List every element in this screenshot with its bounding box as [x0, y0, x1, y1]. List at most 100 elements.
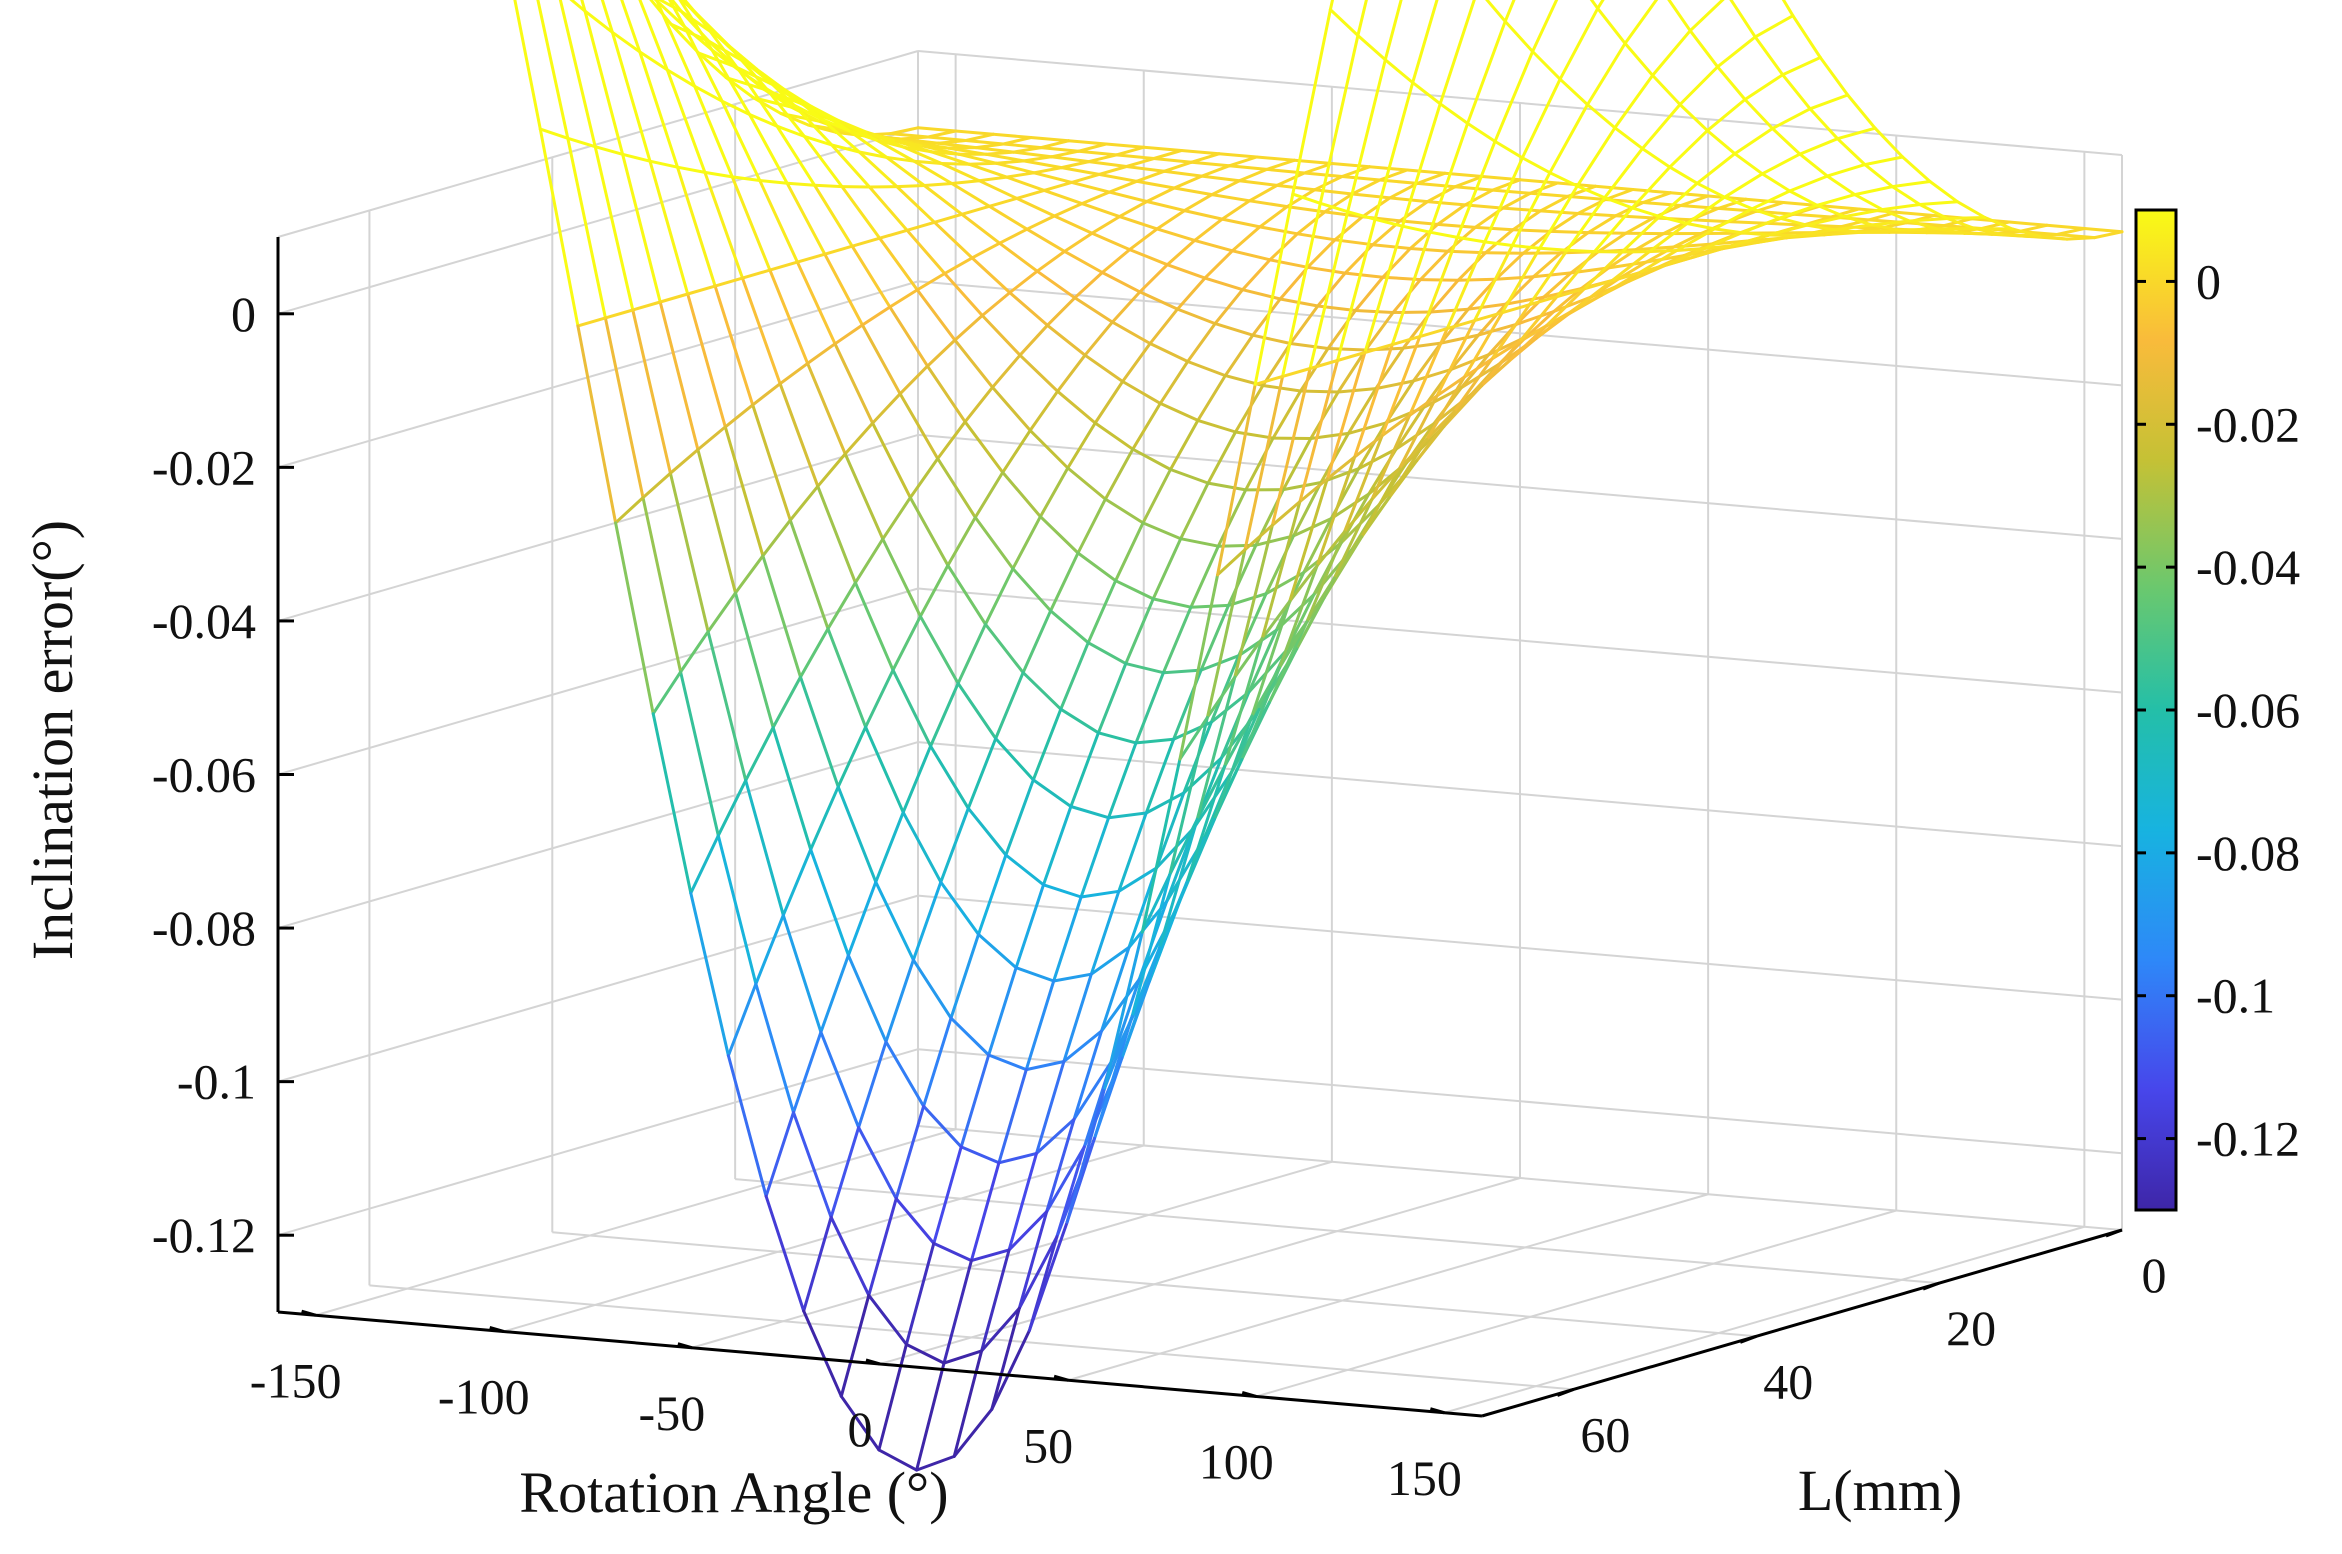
mesh-seg-a8-l10-h [943, 272, 984, 317]
mesh-seg-a18-l4-h [1484, 251, 1525, 255]
mesh-seg-a13-l13-v [1021, 609, 1053, 675]
mesh-seg-a19-l7-v [1411, 341, 1443, 383]
z-tick-label-2: -0.04 [152, 593, 256, 649]
mesh-seg-a8-l17-h [751, 403, 792, 522]
mesh-seg-a23-l21-h [1205, 548, 1247, 719]
mesh-seg-a14-l7-v [1223, 333, 1255, 378]
mesh-seg-a15-l19-v [932, 1145, 963, 1245]
mesh-seg-a10-l11-h [991, 385, 1032, 432]
mesh-seg-a13-l2-v [1323, 192, 1354, 214]
mesh-seg-a22-l22-h [1140, 757, 1182, 934]
mesh-seg-a19-l2-h [1576, 212, 1618, 218]
mesh-seg-a7-l9-h [933, 220, 974, 260]
mesh-seg-a11-l13-h [973, 515, 1015, 571]
mesh-seg-a9-l13-h [898, 392, 940, 461]
y-tick-mark-1 [1922, 1281, 1940, 1291]
mesh-seg-a4-l6-h [902, 145, 944, 165]
mesh-seg-a15-l9-v [1206, 430, 1237, 485]
mesh-seg-a5-l15-v [665, 68, 697, 88]
mesh-seg-a14-l12-v [1086, 579, 1118, 645]
mesh-seg-a26-l18-v [1373, 217, 1404, 228]
mesh-seg-a4-l8-h [847, 129, 889, 159]
mesh-seg-a17-l8-v [1309, 390, 1340, 440]
mesh-seg-a10-l17-v [799, 627, 830, 679]
mesh-seg-a8-l2-h [1162, 169, 1204, 178]
mesh-seg-a5-l9-h [857, 150, 899, 189]
mesh-seg-a24-l11-v [1490, 340, 1521, 361]
mesh-seg-a24-l2-h [1764, 221, 1806, 227]
mesh-seg-a15-l14-h [1096, 731, 1138, 745]
mesh-seg-a6-l4-h [1032, 171, 1074, 184]
mesh-seg-a9-l7-h [1063, 249, 1104, 274]
mesh-seg-a8-l14-h [833, 342, 875, 425]
mesh-seg-a22-l17-v [1250, 666, 1281, 718]
grid-backwall-z-4 [917, 741, 2123, 848]
mesh-seg-a25-l20-h [1308, 210, 1350, 370]
mesh-seg-a15-l15-v [1042, 805, 1073, 887]
mesh-seg-a16-l16-v [1052, 895, 1083, 983]
mesh-seg-a25-l7-h [1665, 247, 1706, 267]
mesh-seg-a27-l11-v [1603, 196, 1634, 210]
mesh-seg-a14-l19-v [894, 1104, 926, 1201]
mesh-seg-a28-l9-h [1723, 172, 1764, 199]
mesh-seg-a15-l19-h [959, 1145, 1001, 1165]
mesh-seg-a19-l7-h [1439, 333, 1480, 345]
mesh-seg-a28-l16-h [1531, 0, 1559, 53]
mesh-seg-a13-l1-v [1350, 178, 1382, 196]
mesh-seg-a7-l1-v [1125, 157, 1156, 168]
mesh-seg-a16-l8-h [1299, 389, 1340, 394]
mesh-seg-a6-l5-v [977, 175, 1009, 183]
mesh-seg-a8-l7-v [998, 227, 1029, 245]
mesh-seg-a28-l5-h [1832, 223, 1874, 232]
mesh-seg-a14-l5-h [1306, 265, 1347, 275]
mesh-seg-a13-l16-v [939, 806, 970, 884]
mesh-seg-a10-l18-h [799, 675, 840, 789]
mesh-seg-a13-l2-h [1350, 192, 1392, 200]
mesh-seg-a6-l7-h [950, 182, 991, 208]
mesh-seg-a28-l7-h [1778, 203, 1819, 220]
mesh-seg-a24-l15-v [1380, 413, 1412, 438]
mesh-seg-a9-l11-h [953, 338, 994, 389]
mesh-seg-a6-l11-h [840, 185, 882, 240]
mesh-seg-a14-l0-v [1415, 171, 1447, 185]
mesh-seg-a13-l21-h [829, 1215, 871, 1297]
mesh-seg-a0-l7-h [724, 76, 766, 91]
mesh-seg-a4-l0-v [1039, 139, 1070, 150]
mesh-seg-a17-l7-v [1336, 348, 1368, 394]
mesh-seg-a14-l12-h [1114, 579, 1155, 601]
mesh-seg-a8-l12-v [860, 305, 892, 327]
mesh-seg-a5-l1-v [1049, 149, 1081, 159]
mesh-seg-a7-l15-h [768, 268, 810, 365]
mesh-seg-a12-l20-h [819, 1030, 861, 1129]
mesh-seg-a28-l17-h [1503, 0, 1516, 23]
mesh-seg-a5-l0-h [1104, 142, 1146, 149]
mesh-seg-a4-l5-h [929, 150, 971, 166]
mesh-seg-a15-l12-h [1151, 597, 1193, 609]
mesh-seg-a17-l21-v [952, 1349, 984, 1458]
mesh-seg-a31-l10-v [1781, 73, 1812, 111]
mesh-seg-a25-l9-h [1610, 250, 1651, 283]
mesh-seg-a27-l13-h [1575, 126, 1617, 188]
mesh-seg-a20-l4-v [1531, 251, 1563, 279]
mesh-seg-a22-l16-v [1278, 620, 1309, 670]
mesh-seg-a9-l1-v [1200, 164, 1231, 178]
mesh-seg-a16-l4-h [1408, 247, 1450, 253]
mesh-seg-a3-l1-h [1001, 142, 1043, 150]
mesh-seg-a14-l20-v [867, 1197, 898, 1297]
mesh-seg-a5-l16-h [665, 68, 707, 174]
mesh-seg-a10-l5-v [1128, 227, 1159, 252]
mesh-seg-a10-l4-h [1183, 209, 1224, 221]
mesh-seg-a12-l16-h [929, 744, 970, 810]
mesh-seg-a25-l13-h [1500, 246, 1542, 315]
mesh-seg-a5-l18-h [610, 30, 652, 163]
mesh-seg-a26-l15-v [1455, 235, 1487, 244]
mesh-seg-a6-l0-v [1114, 145, 1146, 157]
grid-sidewall-z-3 [277, 587, 919, 776]
mesh-seg-a5-l22-h [513, 0, 542, 131]
mesh-seg-a5-l19-h [583, 9, 625, 156]
mesh-seg-a14-l13-v [1059, 641, 1090, 711]
mesh-seg-a30-l8-v [1798, 152, 1829, 178]
mesh-seg-a25-l22-h [1253, 192, 1295, 386]
mesh-seg-a11-l12-h [1001, 470, 1042, 519]
mesh-seg-a7-l5-v [1015, 188, 1046, 200]
